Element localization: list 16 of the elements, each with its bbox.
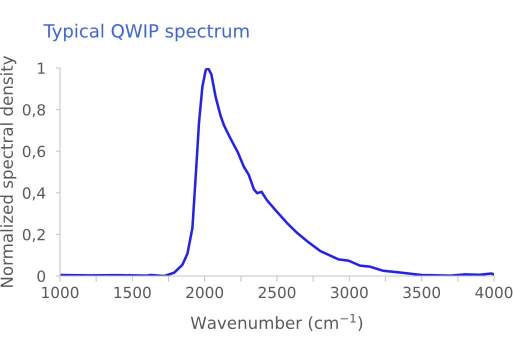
chart-title: Typical QWIP spectrum [43, 24, 249, 42]
y-tick-label: 1 [38, 62, 45, 74]
x-tick-label: 3500 [403, 286, 440, 298]
x-tick-label: 2000 [186, 286, 224, 298]
y-tick-label: 0,4 [22, 187, 46, 200]
x-tick-label: 1500 [114, 286, 151, 298]
y-tick-label: 0 [37, 270, 46, 282]
y-tick-label: 0,2 [22, 228, 45, 242]
x-tick-label: 4000 [475, 286, 512, 298]
x-tick-label: 2500 [258, 286, 296, 298]
x-tick-label: 3000 [331, 286, 368, 298]
y-axis-title: Normalized spectral density [0, 56, 16, 287]
y-tick-label: 0,8 [22, 104, 46, 118]
x-axis-title: Wavenumber (cm$^{−1}$) [190, 314, 362, 332]
y-tick-label: 0,6 [22, 146, 46, 159]
x-tick-label: 1000 [42, 286, 78, 298]
